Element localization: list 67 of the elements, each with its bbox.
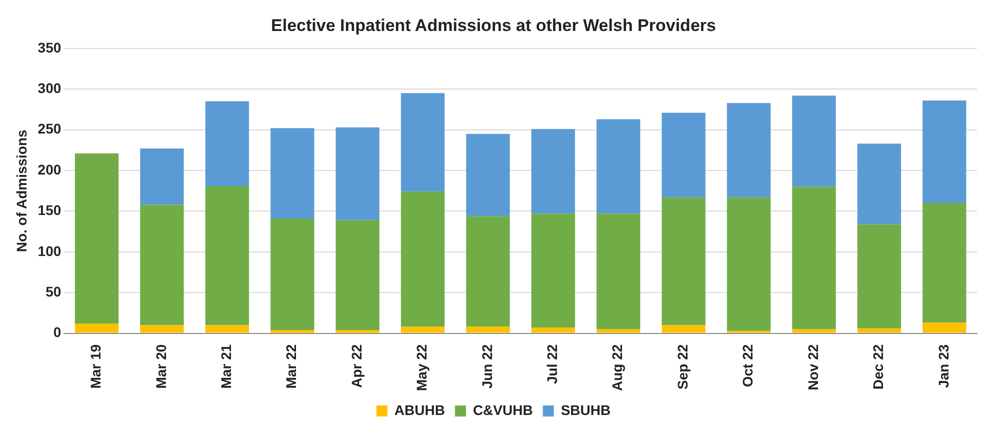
- x-tick-label: Jan 23: [935, 344, 952, 388]
- bar: [466, 134, 510, 216]
- bar: [270, 128, 314, 219]
- x-tick-label: Apr 22: [348, 344, 364, 388]
- x-tick-label: May 22: [414, 344, 430, 392]
- x-tick-label: Nov 22: [804, 344, 821, 390]
- bar: [205, 101, 250, 186]
- y-tick-label: 150: [38, 202, 62, 218]
- bar: [336, 220, 380, 330]
- x-tick-label: Mar 20: [152, 344, 169, 389]
- bar: [662, 325, 706, 333]
- bar: [792, 96, 836, 187]
- bar: [857, 144, 902, 224]
- bar: [922, 100, 966, 204]
- bar: [857, 328, 902, 333]
- y-tick-label: 250: [38, 120, 62, 137]
- bar: [466, 216, 510, 327]
- bar: [596, 214, 640, 330]
- bar: [74, 153, 119, 324]
- bar: [922, 322, 966, 333]
- x-tick-label: Dec 22: [870, 344, 886, 390]
- bar: [662, 197, 706, 326]
- y-tick-label: 200: [38, 161, 62, 178]
- bar: [270, 330, 314, 333]
- bar: [205, 186, 250, 326]
- bar: [531, 214, 576, 328]
- bar: [531, 128, 576, 214]
- bar: [140, 325, 184, 333]
- bar: [596, 329, 640, 333]
- y-tick-label: 100: [38, 242, 62, 259]
- x-tick-label: Mar 21: [218, 344, 234, 389]
- bar: [140, 204, 184, 326]
- x-tick-label: Sep 22: [674, 344, 690, 390]
- legend-label: C&VUHB: [472, 402, 533, 418]
- y-axis-title: No. of Admissions: [13, 129, 30, 252]
- legend-label: SBUHB: [560, 402, 611, 418]
- bar: [140, 148, 184, 205]
- bar: [857, 224, 902, 328]
- x-tick-label: Jun 22: [478, 344, 495, 389]
- y-tick-label: 0: [53, 324, 62, 340]
- bar: [74, 324, 119, 333]
- bar: [726, 102, 771, 198]
- bar: [922, 203, 966, 323]
- y-tick-label: 50: [46, 283, 62, 300]
- bar: [792, 329, 836, 333]
- bar: [596, 119, 640, 214]
- y-tick-label: 300: [38, 80, 62, 96]
- bar: [662, 112, 706, 198]
- x-tick-label: Mar 22: [283, 344, 300, 389]
- bar: [400, 192, 445, 327]
- bar: [270, 218, 314, 330]
- bar: [792, 186, 836, 330]
- bar: [336, 127, 380, 220]
- bar: [336, 330, 380, 333]
- chart-title: Elective Inpatient Admissions at other Welsh Providers: [271, 16, 716, 35]
- x-tick-label: Aug 22: [609, 344, 626, 391]
- bar: [205, 325, 250, 333]
- x-tick-label: Jul 22: [544, 344, 560, 384]
- x-tick-label: Mar 19: [88, 344, 104, 389]
- x-tick-label: Oct 22: [740, 344, 756, 388]
- bar: [400, 93, 445, 192]
- y-tick-label: 350: [38, 39, 62, 56]
- bar: [400, 326, 445, 333]
- legend-label: ABUHB: [394, 402, 445, 418]
- bar: [466, 326, 510, 333]
- bar: [531, 328, 576, 333]
- bar: [726, 197, 771, 331]
